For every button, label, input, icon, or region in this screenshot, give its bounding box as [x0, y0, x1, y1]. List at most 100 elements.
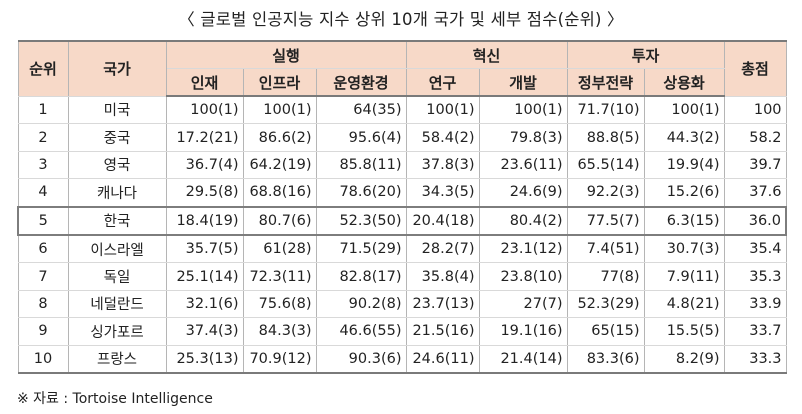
- cell-rank: 2: [17, 123, 69, 152]
- cell-score: 100(1): [165, 95, 244, 125]
- cell-rank: 4: [17, 178, 69, 208]
- cell-score: 24.6(9): [478, 178, 568, 208]
- cell-rank: 8: [17, 289, 69, 319]
- cell-score: 61(28): [242, 234, 317, 264]
- cell-score: 65.5(14): [566, 150, 645, 180]
- cell-score: 79.8(3): [478, 123, 568, 152]
- cell-country: 영국: [67, 150, 167, 180]
- cell-score: 58.4(2): [405, 123, 480, 152]
- cell-score: 100(1): [242, 95, 317, 125]
- cell-score: 80.4(2): [478, 205, 568, 236]
- cell-score: 34.3(5): [405, 178, 480, 208]
- table-row: 4 캐나다 29.5(8) 68.8(16) 78.6(20) 34.3(5) 24.6(9…: [17, 178, 787, 208]
- cell-score: 71.5(29): [315, 234, 407, 264]
- source-note: ※ 자료 : Tortoise Intelligence: [17, 391, 213, 407]
- cell-score: 7.4(51): [566, 234, 645, 264]
- cell-score: 29.5(8): [165, 178, 244, 208]
- table-row: 9 싱가포르 37.4(3) 84.3(3) 46.6(55) 21.5(16) 19.1(…: [17, 317, 787, 346]
- cell-score: 36.0: [723, 205, 788, 236]
- cell-score: 46.6(55): [315, 317, 407, 346]
- cell-country: 싱가포르: [67, 317, 167, 346]
- cell-score: 58.2: [723, 123, 787, 152]
- header-commercialization: 상용화: [643, 68, 725, 97]
- cell-score: 86.6(2): [242, 123, 317, 152]
- cell-score: 64.2(19): [242, 150, 317, 180]
- cell-score: 80.7(6): [242, 205, 317, 236]
- cell-score: 23.8(10): [478, 262, 568, 291]
- cell-score: 20.4(18): [405, 205, 480, 236]
- cell-country: 미국: [67, 95, 167, 125]
- header-row-groups: 순위 국가 실행 혁신 투자 총점: [17, 40, 787, 97]
- header-country: 국가: [67, 40, 167, 97]
- cell-score: 19.1(16): [478, 317, 568, 346]
- table-row: 1 미국 100(1) 100(1) 64(35) 100(1) 100(1) 71.7(10…: [17, 95, 787, 125]
- cell-score: 77.5(7): [566, 205, 645, 236]
- cell-country: 한국: [67, 205, 167, 236]
- cell-score: 18.4(19): [165, 205, 244, 236]
- table-row: 5 한국 18.4(19) 80.7(6) 52.3(50) 20.4(18) 80.4(2…: [17, 205, 788, 236]
- cell-score: 33.3: [723, 344, 787, 374]
- cell-score: 92.2(3): [566, 178, 645, 208]
- cell-score: 23.6(11): [478, 150, 568, 180]
- cell-score: 85.8(11): [315, 150, 407, 180]
- cell-score: 88.8(5): [566, 123, 645, 152]
- cell-score: 23.7(13): [405, 289, 480, 319]
- cell-score: 37.8(3): [405, 150, 480, 180]
- cell-score: 65(15): [566, 317, 645, 346]
- cell-score: 24.6(11): [405, 344, 480, 374]
- cell-score: 32.1(6): [165, 289, 244, 319]
- cell-country: 캐나다: [67, 178, 167, 208]
- header-research: 연구: [405, 68, 480, 97]
- cell-score: 7.9(11): [643, 262, 725, 291]
- cell-country: 이스라엘: [67, 234, 167, 264]
- table-title: 〈 글로벌 인공지능 지수 상위 10개 국가 및 세부 점수(순위) 〉: [178, 10, 624, 29]
- cell-country: 네덜란드: [67, 289, 167, 319]
- cell-country: 프랑스: [67, 344, 167, 374]
- cell-score: 52.3(50): [315, 205, 407, 236]
- header-rank: 순위: [17, 40, 69, 97]
- cell-score: 4.8(21): [643, 289, 725, 319]
- cell-score: 100: [723, 95, 787, 125]
- ai-index-table: 순위 국가 실행 혁신 투자 총점 인재 인프라 운영환경 연구 개발 정부전략…: [17, 40, 788, 374]
- cell-score: 95.6(4): [315, 123, 407, 152]
- table-row: 7 독일 25.1(14) 72.3(11) 82.8(17) 35.8(4) 23.8(1…: [17, 262, 787, 291]
- table-row: 8 네덜란드 32.1(6) 75.6(8) 90.2(8) 23.7(13) 27(7) 5…: [17, 289, 787, 319]
- cell-score: 37.6: [723, 178, 787, 208]
- cell-score: 27(7): [478, 289, 568, 319]
- table-row: 3 영국 36.7(4) 64.2(19) 85.8(11) 37.8(3) 23.6(11…: [17, 150, 787, 180]
- header-government-strategy: 정부전략: [566, 68, 645, 97]
- cell-rank: 7: [17, 262, 69, 291]
- cell-score: 52.3(29): [566, 289, 645, 319]
- cell-score: 75.6(8): [242, 289, 317, 319]
- cell-score: 70.9(12): [242, 344, 317, 374]
- cell-score: 77(8): [566, 262, 645, 291]
- header-development: 개발: [478, 68, 568, 97]
- cell-score: 82.8(17): [315, 262, 407, 291]
- cell-score: 90.3(6): [315, 344, 407, 374]
- cell-score: 15.2(6): [643, 178, 725, 208]
- cell-score: 100(1): [643, 95, 725, 125]
- table-row: 2 중국 17.2(21) 86.6(2) 95.6(4) 58.4(2) 79.8(3) 8…: [17, 123, 787, 152]
- header-operating-environment: 운영환경: [315, 68, 407, 97]
- header-talent: 인재: [165, 68, 244, 97]
- table-body: 1 미국 100(1) 100(1) 64(35) 100(1) 100(1) 71.7(10…: [17, 95, 788, 374]
- cell-score: 30.7(3): [643, 234, 725, 264]
- header-row-sub: 인재 인프라 운영환경 연구 개발 정부전략 상용화: [18, 68, 786, 97]
- cell-rank: 1: [17, 95, 69, 125]
- cell-score: 25.3(13): [165, 344, 244, 374]
- cell-score: 33.9: [723, 289, 787, 319]
- cell-score: 35.3: [723, 262, 787, 291]
- header-group-innovation: 혁신: [405, 40, 568, 69]
- cell-score: 19.9(4): [643, 150, 725, 180]
- cell-country: 중국: [67, 123, 167, 152]
- cell-rank: 5: [17, 205, 69, 236]
- cell-score: 68.8(16): [242, 178, 317, 208]
- cell-score: 36.7(4): [165, 150, 244, 180]
- cell-score: 17.2(21): [165, 123, 244, 152]
- cell-score: 84.3(3): [242, 317, 317, 346]
- cell-score: 35.7(5): [165, 234, 244, 264]
- cell-score: 78.6(20): [315, 178, 407, 208]
- cell-score: 8.2(9): [643, 344, 725, 374]
- header-group-investment: 투자: [566, 40, 725, 69]
- table-row: 6 이스라엘 35.7(5) 61(28) 71.5(29) 28.2(7) 23.1(12…: [17, 234, 787, 264]
